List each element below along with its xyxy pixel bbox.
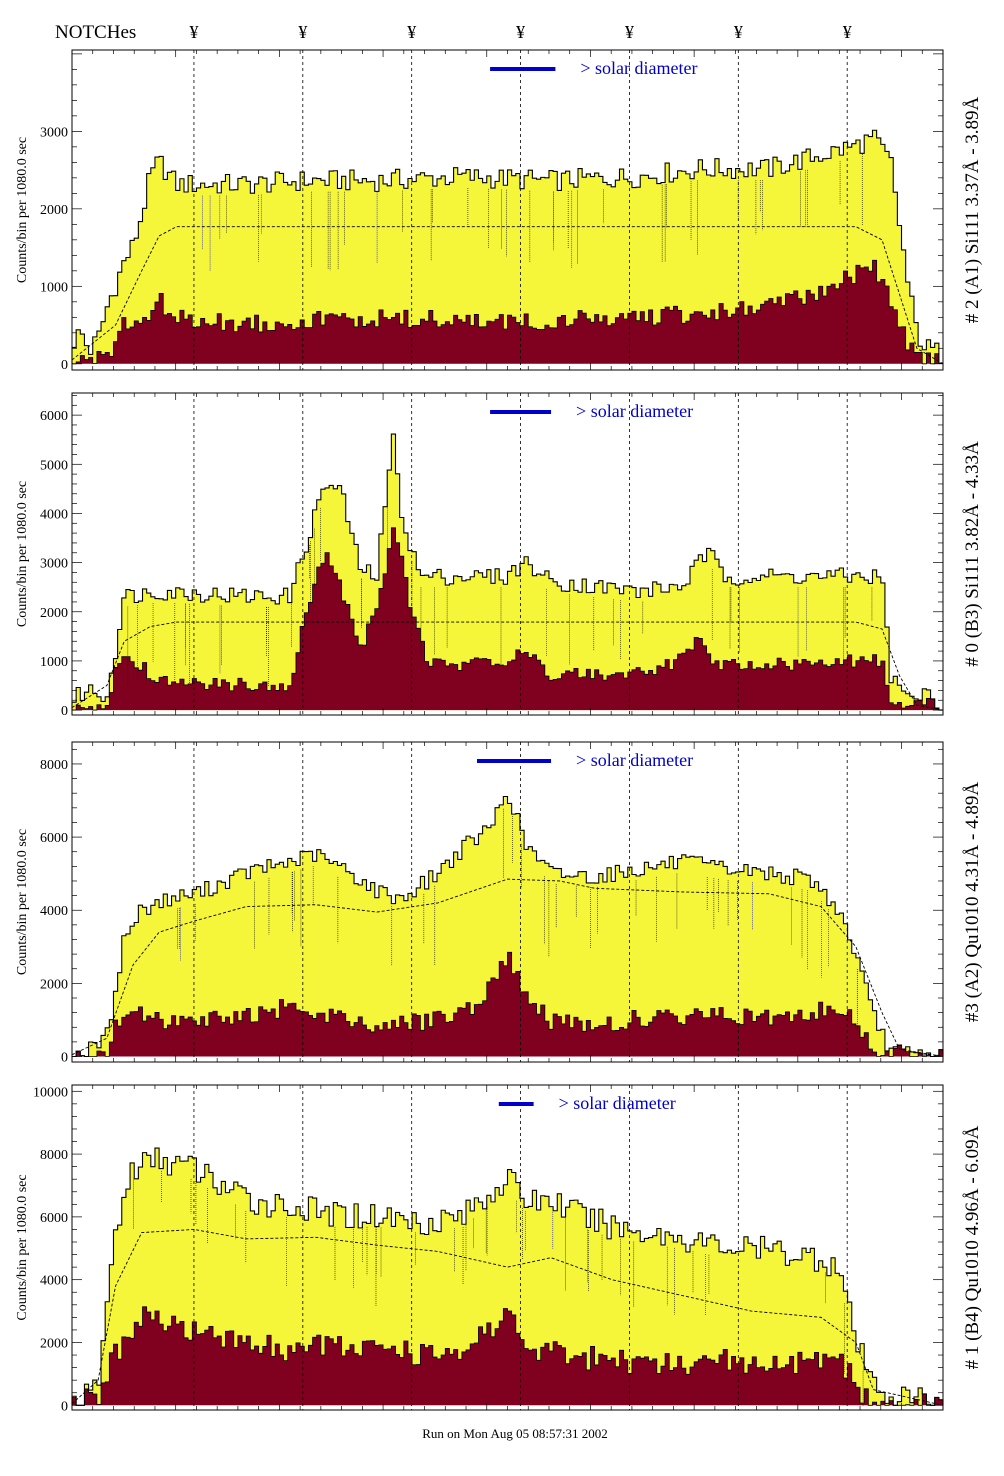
y-tick-label: 6000 <box>40 1211 68 1226</box>
chart-panel-3: 0 2000 4000 6000 8000 10000 Counts/bin per 108… <box>15 1084 983 1414</box>
notches-label: NOTCHes <box>55 22 136 43</box>
total-counts-area <box>72 796 943 1057</box>
notch-symbol: ¥ <box>734 22 743 42</box>
total-counts-area <box>72 1148 943 1406</box>
notch-symbol: ¥ <box>298 22 307 42</box>
chart-panel-0: 0 1000 2000 3000 Counts/bin per 1080.0 sec # … <box>15 49 983 373</box>
peak-counts-outline <box>71 1306 944 1406</box>
notch-symbol: ¥ <box>407 22 416 42</box>
solar-diameter-label: > solar diameter <box>576 750 693 770</box>
y-tick-label: 0 <box>61 704 68 719</box>
total-counts-outline <box>72 795 944 1058</box>
chart-panel-2: 0 2000 4000 6000 8000 Counts/bin per 1080.0 s… <box>15 741 983 1066</box>
y-tick-label: 8000 <box>40 1148 68 1163</box>
panel-right-label: # 2 (A1) Si111 3.37Å - 3.89Å <box>962 96 983 323</box>
model-dashed-curve <box>71 226 944 365</box>
model-dashed-curve <box>71 878 944 1057</box>
peak-counts-area <box>72 527 943 711</box>
chart-panels: 0 1000 2000 3000 Counts/bin per 1080.0 sec # … <box>15 49 983 1414</box>
y-tick-label: 2000 <box>40 203 68 218</box>
peak-counts-outline <box>71 259 944 365</box>
y-tick-label: 5000 <box>40 458 68 473</box>
y-tick-label: 3000 <box>40 557 68 572</box>
y-tick-label: 8000 <box>40 758 68 773</box>
notch-symbol: ¥ <box>625 22 634 42</box>
peak-counts-area <box>72 260 943 364</box>
y-axis-label: Counts/bin per 1080.0 sec <box>15 829 30 975</box>
notch-symbols: ¥ ¥ ¥ ¥ ¥ ¥ ¥ <box>189 22 851 42</box>
y-tick-label: 0 <box>61 358 68 373</box>
y-tick-label: 4000 <box>40 507 68 522</box>
peak-counts-outline <box>71 527 944 711</box>
model-dashed-curve <box>71 1228 944 1406</box>
panel-right-label: #3 (A2) Qu1010 4.31Å - 4.89Å <box>962 782 983 1022</box>
notch-symbol: ¥ <box>516 22 525 42</box>
y-tick-label: 4000 <box>40 1274 68 1289</box>
panel-right-label: # 0 (B3) Si111 3.82Å - 4.33Å <box>962 441 983 667</box>
y-tick-label: 2000 <box>40 606 68 621</box>
y-tick-label: 2000 <box>40 977 68 992</box>
solar-diameter-label: > solar diameter <box>580 58 697 78</box>
y-tick-label: 1000 <box>40 280 68 295</box>
y-tick-label: 0 <box>61 1399 68 1414</box>
y-tick-label: 6000 <box>40 409 68 424</box>
y-tick-label: 10000 <box>33 1085 68 1100</box>
y-axis-label: Counts/bin per 1080.0 sec <box>15 481 30 627</box>
total-counts-outline <box>71 129 944 364</box>
y-tick-label: 1000 <box>40 655 68 670</box>
run-footer: Run on Mon Aug 05 08:57:31 2002 <box>422 1426 608 1441</box>
y-tick-label: 0 <box>61 1051 68 1066</box>
solar-diameter-label: > solar diameter <box>576 401 693 421</box>
chart-panel-1: 0 1000 2000 3000 4000 5000 6000 Counts/bin per … <box>15 392 983 719</box>
y-tick-label: 2000 <box>40 1336 68 1351</box>
peak-counts-area <box>72 952 943 1057</box>
notch-symbol: ¥ <box>843 22 852 42</box>
y-axis-label: Counts/bin per 1080.0 sec <box>15 1174 30 1320</box>
total-counts-area <box>72 130 943 364</box>
notch-symbol: ¥ <box>189 22 198 42</box>
y-tick-label: 4000 <box>40 904 68 919</box>
y-tick-label: 3000 <box>40 125 68 140</box>
total-counts-outline <box>71 1147 944 1406</box>
panel-right-label: # 1 (B4) Qu1010 4.96Å - 6.09Å <box>962 1125 983 1369</box>
peak-counts-area <box>72 1306 943 1406</box>
total-counts-outline <box>71 433 944 711</box>
solar-diameter-label: > solar diameter <box>559 1093 676 1113</box>
peak-counts-outline <box>72 951 944 1057</box>
y-axis-label: Counts/bin per 1080.0 sec <box>15 137 30 283</box>
y-tick-label: 6000 <box>40 831 68 846</box>
